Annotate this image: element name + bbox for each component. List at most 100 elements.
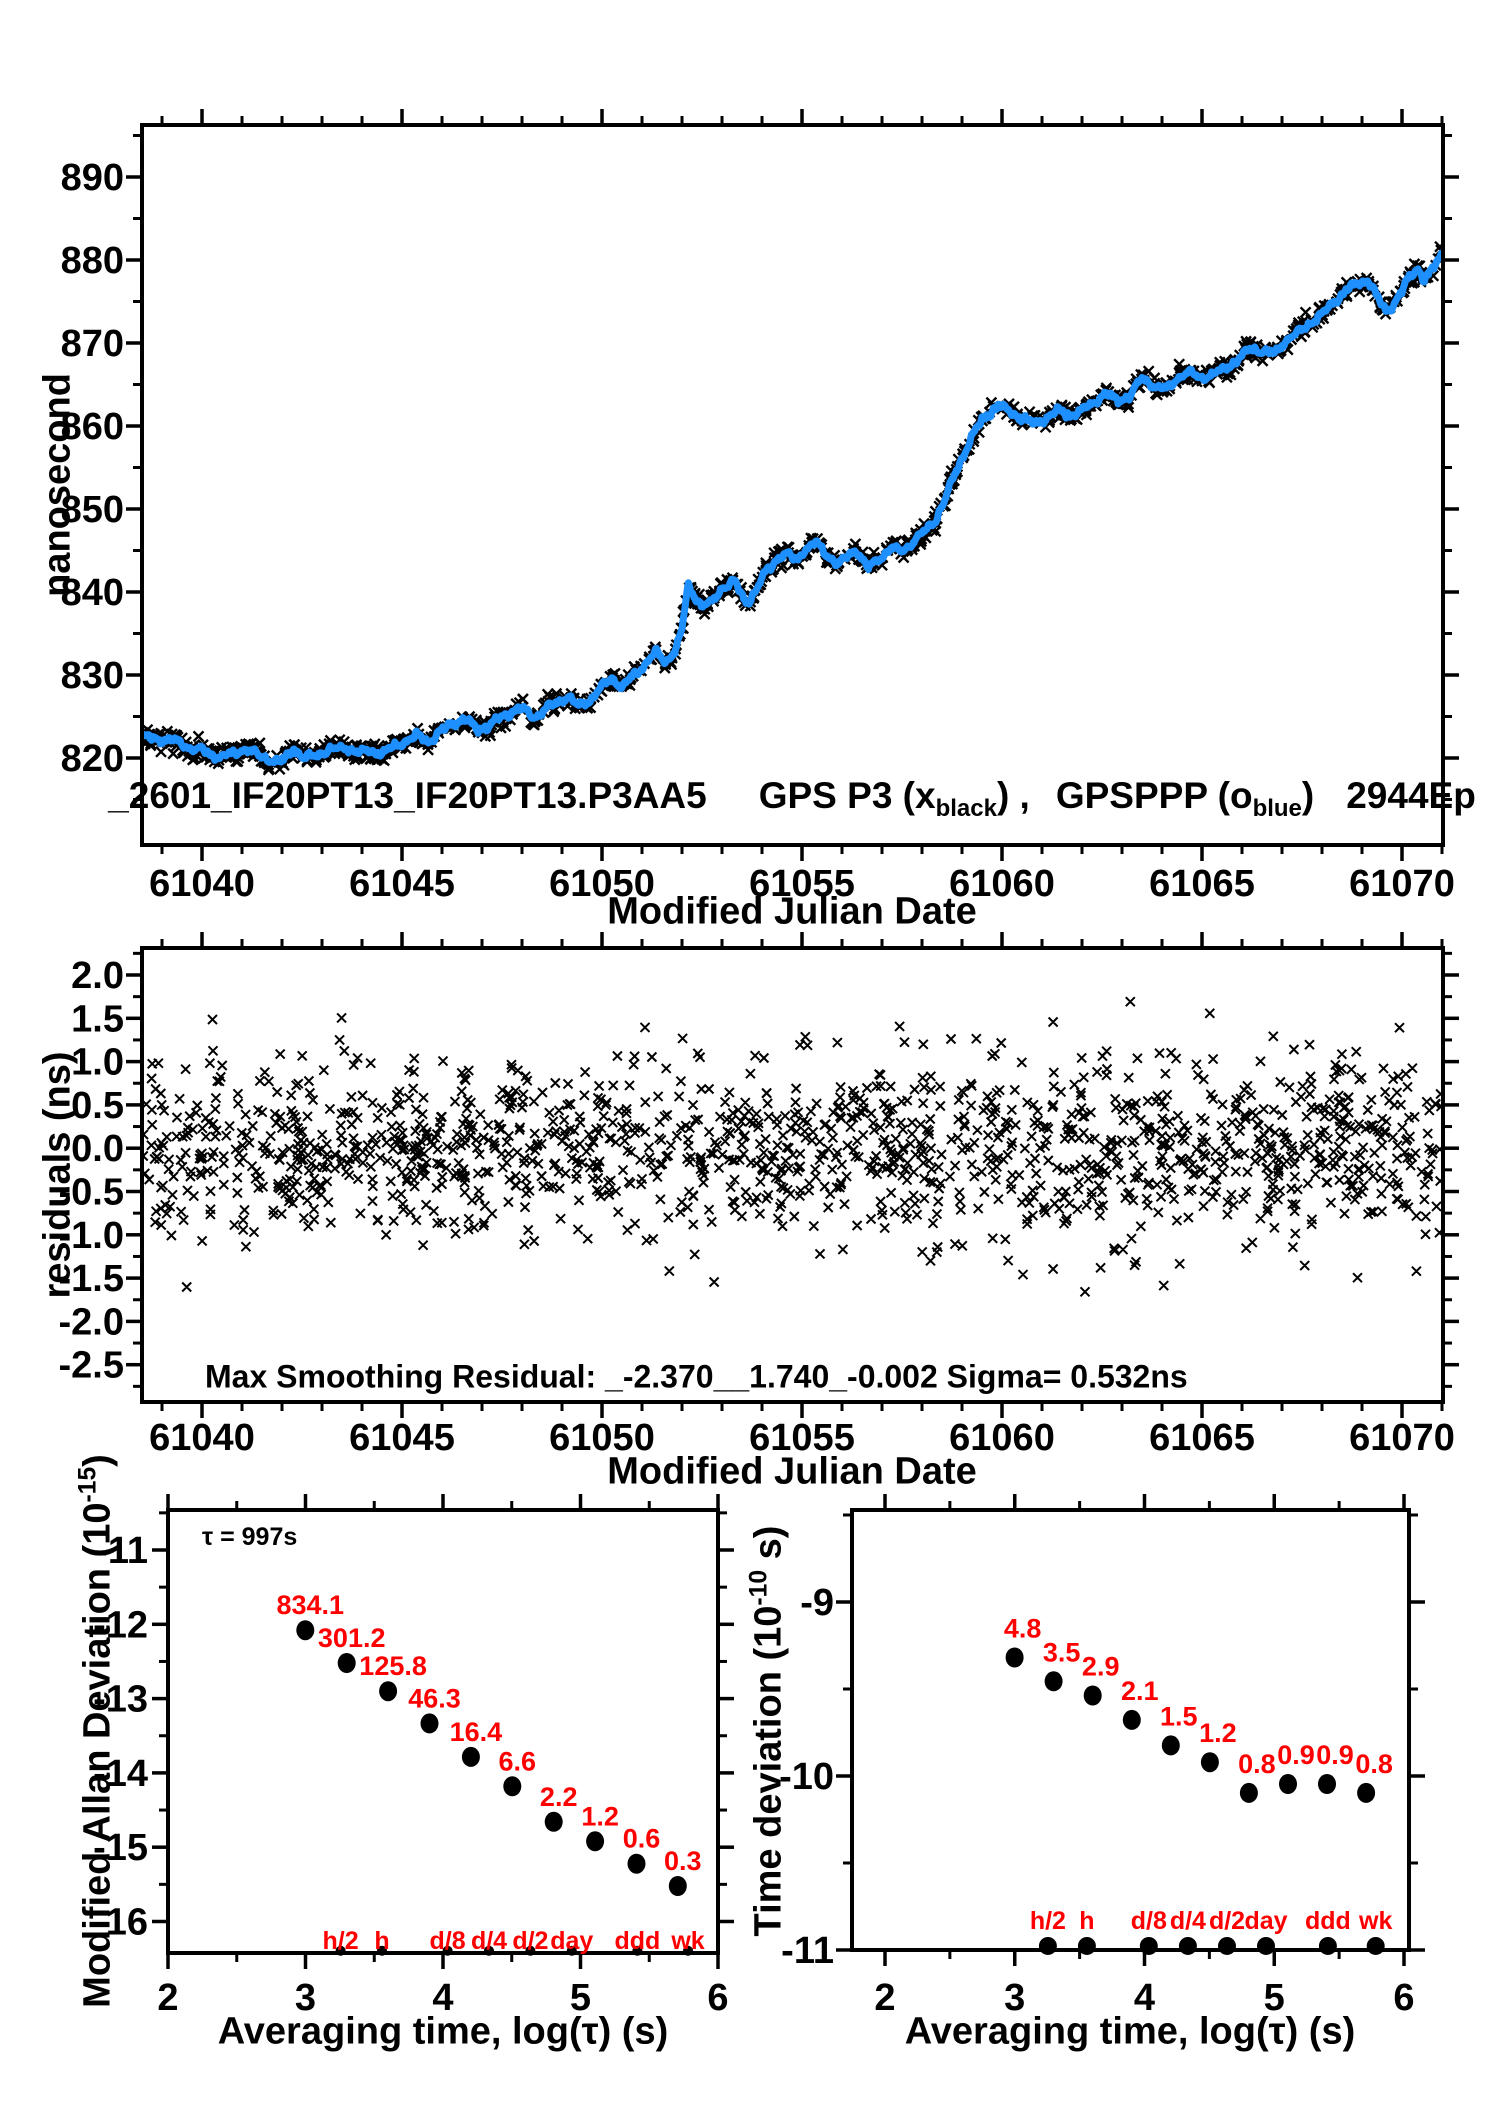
series2-marker-color: blue [1252,795,1302,822]
reference-duration-dot [632,1945,643,1956]
x-tick-label: 61045 [349,1417,455,1459]
deviation-value-label: 6.6 [499,1746,537,1776]
residual-panel-data [142,996,1443,1298]
y-tick-label: -1.5 [59,1258,124,1300]
deviation-value-label: 0.8 [1238,1749,1276,1779]
x-tick-label: 4 [432,1977,453,2019]
gpsppp-smoothed-curve [142,249,1443,767]
reference-duration-dot [1257,1936,1275,1955]
deviation-data-point [1279,1774,1297,1794]
reference-duration-dot [1318,1936,1337,1955]
deviation-data-point [1122,1709,1141,1730]
deviation-value-label: 1.2 [1199,1718,1237,1748]
y-tick-label: -10 [779,1756,834,1798]
reference-duration-dot [484,1945,494,1956]
reference-duration-dot [1366,1936,1385,1955]
deviation-data-point [586,1831,605,1852]
x-tick-label: 61070 [1349,1417,1455,1459]
y-tick-label: -11 [95,1530,148,1572]
y-tick-label: 890 [61,157,124,199]
deviation-value-label: 46.3 [408,1683,461,1713]
y-tick-label: 830 [61,655,124,697]
deviation-data-point [1005,1647,1024,1668]
deviation-value-label: 2.9 [1082,1652,1120,1682]
top-panel: 61040 61045 61050 61055 61060 61065 61070 890 88… [61,109,1459,905]
deviation-data-point [461,1746,480,1767]
deviation-data-point [1318,1774,1336,1794]
deviation-value-label: 3.5 [1043,1637,1081,1667]
reference-duration-label: d/8 [1131,1907,1167,1935]
axis-frame [850,1508,1411,1952]
reference-duration-label: d/4 [471,1927,507,1955]
y-tick-label: -2.0 [59,1301,124,1343]
tau-annotation: τ = 997s [202,1523,297,1551]
deviation-value-label: 0.6 [623,1824,661,1854]
deviation-value-label: 125.8 [359,1651,427,1681]
series2-label-close: ) [1301,775,1315,816]
reference-duration-dot [335,1945,346,1956]
reference-duration-dot [683,1945,693,1956]
x-tick-label: 61050 [549,863,655,905]
y-tick-label: 860 [61,406,124,448]
x-tick-label: 6 [707,1977,728,2019]
axis-frame [140,946,1445,1404]
y-tick-label: 0.5 [71,1085,124,1127]
deviation-data-point [1357,1782,1376,1803]
series1-marker-color: black [935,795,997,822]
y-tick-label: 820 [61,738,124,780]
top-panel-data [142,240,1443,776]
mdev-ylabel-post: ) [76,1454,119,1467]
deviation-data-point [1044,1671,1063,1692]
residual-x-axis-title: Modified Julian Date [607,1450,977,1493]
top-y-axis-title: nanosecond [36,373,79,597]
y-tick-label: 2.0 [71,955,124,997]
reference-duration-dot [377,1945,387,1956]
tdev-ylabel-exponent: -10 [745,1569,773,1606]
epoch-count: 2944Ep [1346,775,1476,816]
deviation-data-point [627,1853,646,1874]
y-tick-label: -11 [781,1930,834,1972]
x-tick-label: 3 [1004,1977,1025,2019]
series1-label: GPS P3 (x [758,775,936,816]
deviation-value-label: 0.8 [1355,1749,1393,1779]
top-panel-title: _2601_IF20PT13_IF20PT13.P3AA5 GPS P3 (xbl… [108,775,1476,823]
x-tick-label: 5 [1264,1977,1285,2019]
deviation-data-point [1200,1752,1219,1773]
y-tick-label: -0.5 [59,1172,124,1214]
deviation-value-label: 301.2 [318,1623,386,1653]
reference-duration-label: d/8 [430,1927,466,1955]
reference-duration-dot [525,1945,536,1956]
y-tick-label: -15 [93,1827,148,1869]
reference-duration-label: h/2 [323,1927,359,1955]
reference-duration-label: wk [1358,1907,1392,1935]
deviation-data-point [1161,1735,1180,1756]
y-tick-label: 0.0 [71,1128,124,1170]
y-tick-label: -1.0 [59,1215,124,1257]
reference-duration-dot [1178,1936,1197,1955]
dataset-id: _2601_IF20PT13_IF20PT13.P3AA5 [108,775,707,816]
deviation-value-label: 2.2 [540,1782,578,1812]
deviation-data-point [337,1653,356,1673]
y-tick-label: 880 [61,240,124,282]
residual-x-markers [142,996,1443,1298]
y-tick-label: 840 [61,572,124,614]
x-tick-label: 61065 [1149,1417,1255,1459]
series1-label-close: ) , [996,775,1030,816]
deviation-value-label: 0.3 [664,1846,702,1876]
reference-duration-label: ddd [1305,1907,1351,1935]
deviation-value-label: 1.5 [1160,1701,1198,1731]
y-tick-label: -14 [93,1753,148,1795]
gps-p3-x-markers [142,240,1443,776]
y-tick-label: -2.5 [59,1345,124,1387]
deviation-data-point [1083,1685,1102,1706]
y-tick-label: -16 [93,1902,148,1944]
tdev-y-axis-title: Time deviation (10-10 s) [746,1526,791,1937]
reference-duration-label: h [374,1927,389,1955]
x-tick-label: 3 [295,1977,316,2019]
reference-duration-label: h/2 [1030,1907,1066,1935]
axis-frame [166,1508,720,1955]
deviation-value-label: 834.1 [277,1590,345,1620]
reference-duration-label: day [1244,1907,1287,1935]
x-tick-label: 61055 [749,863,855,905]
